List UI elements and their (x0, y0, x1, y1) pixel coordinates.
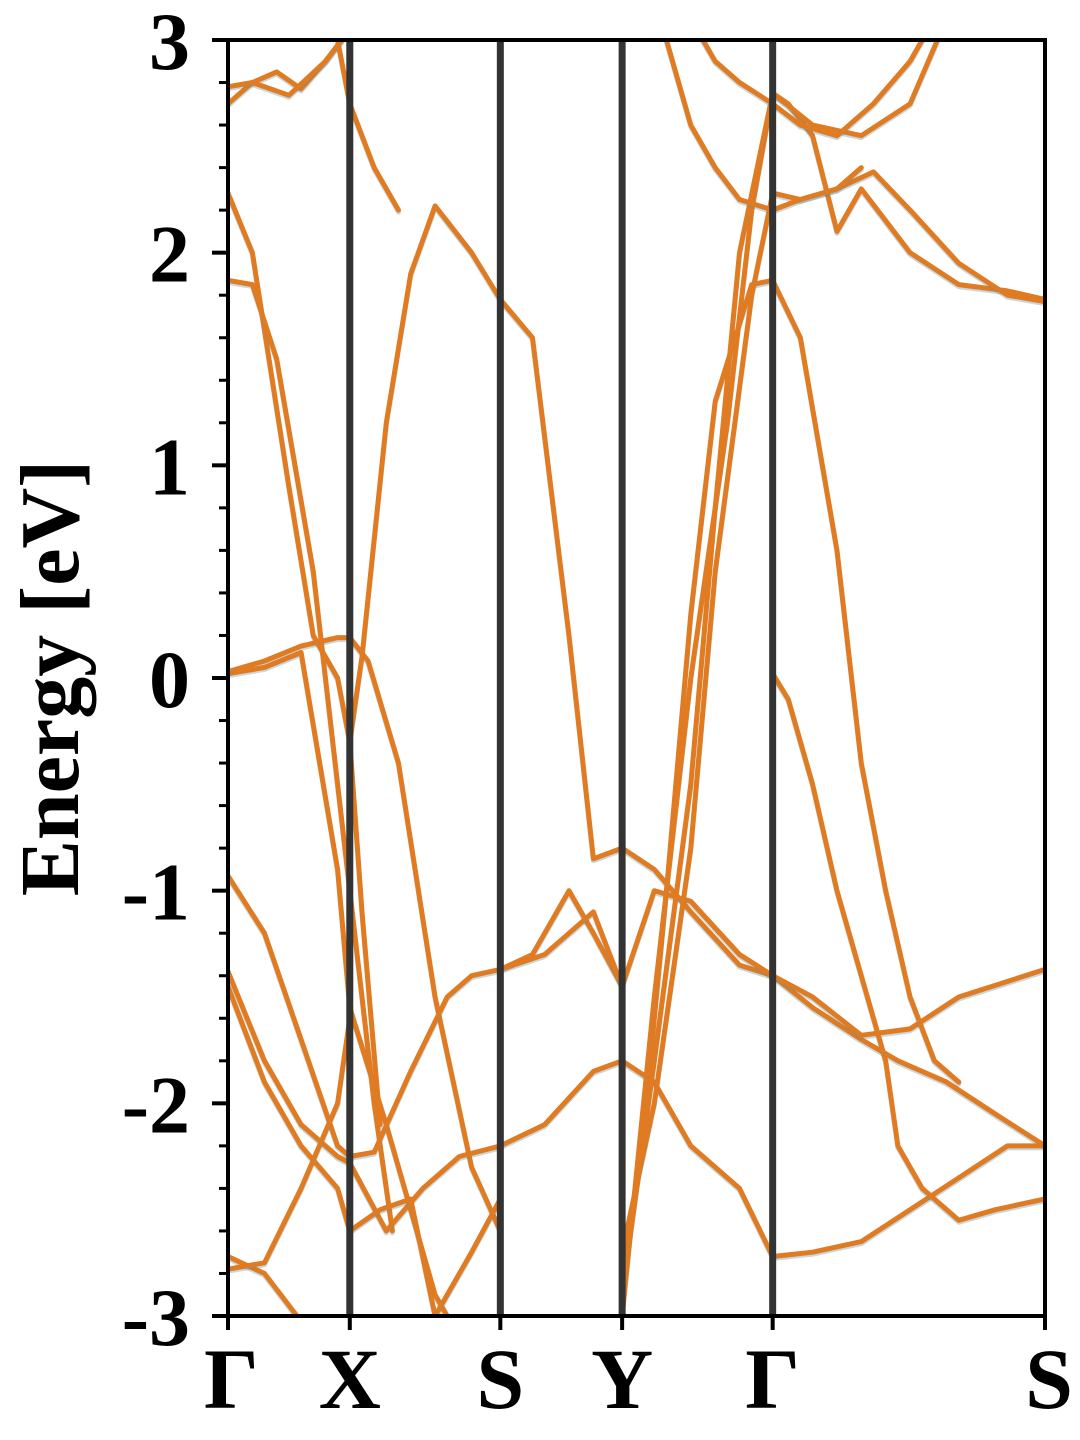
band-line-6 (228, 873, 625, 1159)
band-line-11 (228, 1254, 301, 1316)
band-line-0 (228, 635, 503, 1234)
band-line-12 (228, 1015, 353, 1272)
band-line-14 (770, 671, 1045, 1223)
y-tick-label: 3 (149, 0, 190, 87)
x-tick-label: X (319, 1331, 381, 1427)
band-line-17 (619, 40, 941, 1298)
kpoint-dividers (346, 40, 777, 1316)
x-tick-label: Γ (745, 1331, 800, 1427)
y-tick-label: -2 (122, 1059, 190, 1150)
y-tick-label: 0 (149, 634, 190, 725)
band-line-3 (228, 277, 395, 1234)
band-shadow-13 (619, 279, 962, 1278)
band-line-4 (347, 203, 625, 862)
bands-layer (228, 40, 1045, 1316)
band-line-21 (700, 40, 926, 139)
band-shadow-3 (228, 279, 395, 1236)
y-tick-label: 2 (149, 209, 190, 300)
band-line-15 (619, 90, 1045, 1316)
band-line-22 (335, 40, 401, 213)
band-line-19 (228, 40, 345, 98)
x-tick-label: S (476, 1331, 524, 1427)
band-line-13 (619, 277, 962, 1276)
y-tick-label: 1 (149, 421, 190, 512)
y-tick-label: -3 (122, 1272, 190, 1363)
y-axis-ticks: -3 -2 -1 0 1 2 3 (122, 0, 228, 1363)
x-tick-label: Y (591, 1331, 653, 1427)
x-tick-label: Γ (204, 1331, 259, 1427)
x-tick-label: S (1025, 1331, 1073, 1427)
band-line-10 (619, 1058, 1045, 1259)
band-line-20 (663, 40, 864, 213)
band-shadow-12 (228, 1017, 353, 1274)
y-tick-label: -1 (122, 847, 190, 938)
band-line-9 (228, 983, 503, 1316)
band-shadow-14 (770, 673, 1045, 1225)
band-line-8 (228, 969, 625, 1234)
band-line-7 (497, 888, 1045, 1038)
y-axis-label: Energy [eV] (4, 460, 97, 896)
